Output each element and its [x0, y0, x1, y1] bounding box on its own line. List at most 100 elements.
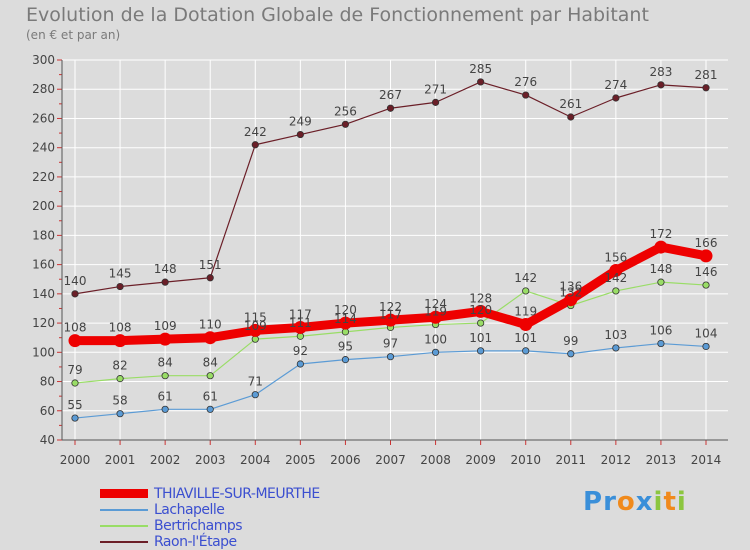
x-tick-label: 2001: [105, 453, 136, 467]
y-tick-label: 140: [32, 287, 55, 301]
data-label: 283: [649, 65, 672, 79]
data-label: 84: [203, 356, 218, 370]
data-point: [702, 84, 710, 92]
legend-item-bertrichamps: Bertrichamps: [100, 518, 400, 534]
data-point: [203, 331, 217, 345]
logo-letter: o: [616, 487, 636, 517]
data-point: [71, 290, 79, 298]
data-label: 111: [289, 316, 312, 330]
y-tick-label: 120: [32, 316, 55, 330]
data-label: 261: [559, 97, 582, 111]
data-label: 256: [334, 104, 357, 118]
legend-item-thiaville: THIAVILLE-SUR-MEURTHE: [100, 486, 400, 502]
data-point: [71, 379, 79, 387]
chart-subtitle: (en € et par an): [26, 28, 121, 42]
data-point: [384, 313, 397, 327]
data-point: [251, 391, 259, 399]
y-tick-label: 180: [32, 228, 55, 242]
data-label: 281: [695, 68, 718, 82]
data-point: [657, 339, 665, 348]
x-tick-label: 2011: [556, 453, 587, 467]
data-label: 148: [154, 262, 177, 276]
data-point: [699, 249, 713, 263]
data-point: [612, 287, 620, 295]
data-label: 120: [334, 303, 357, 317]
legend-swatch-thiaville: [100, 489, 148, 498]
data-point: [654, 240, 668, 254]
proxiti-logo: Proxiti: [583, 487, 687, 517]
data-label: 249: [289, 115, 312, 129]
chart-title: Evolution de la Dotation Globale de Fonc…: [26, 4, 649, 26]
legend-swatch-lachapelle: [100, 509, 148, 511]
data-label: 106: [649, 324, 672, 338]
data-label: 271: [424, 82, 447, 96]
data-label: 285: [469, 62, 492, 76]
data-point: [71, 414, 79, 422]
data-label: 92: [293, 344, 308, 358]
x-tick-label: 2003: [195, 453, 226, 467]
legend-label-bertrichamps: Bertrichamps: [154, 518, 243, 534]
data-label: 61: [203, 389, 218, 403]
data-point: [68, 334, 82, 348]
legend-swatch-raon: [100, 541, 148, 543]
data-point: [519, 318, 533, 332]
data-label: 119: [514, 305, 537, 319]
data-label: 274: [604, 78, 627, 92]
data-label: 99: [563, 334, 578, 348]
data-label: 114: [334, 312, 357, 326]
data-label: 117: [289, 307, 312, 321]
data-label: 148: [649, 262, 672, 276]
data-point: [296, 130, 304, 139]
data-point: [113, 334, 127, 348]
logo-letter: P: [583, 487, 604, 517]
data-label: 119: [424, 305, 447, 319]
data-label: 79: [67, 363, 82, 377]
data-point: [477, 78, 485, 86]
data-label: 71: [248, 375, 263, 389]
data-label: 142: [514, 271, 537, 285]
data-point: [341, 356, 350, 364]
x-tick-label: 2005: [285, 453, 316, 467]
data-point: [609, 263, 623, 277]
data-point: [702, 342, 710, 351]
data-label: 58: [112, 394, 127, 408]
data-label: 117: [379, 307, 402, 321]
data-label: 109: [244, 319, 267, 333]
data-label: 145: [109, 267, 132, 281]
data-label: 151: [199, 258, 222, 272]
data-label: 82: [112, 359, 127, 373]
data-point: [338, 316, 352, 330]
data-label: 276: [514, 75, 537, 89]
legend-label-thiaville: THIAVILLE-SUR-MEURTHE: [154, 486, 320, 502]
y-tick-label: 80: [40, 375, 55, 389]
data-label: 166: [695, 236, 718, 250]
data-label: 142: [604, 271, 627, 285]
data-label: 95: [338, 340, 353, 354]
data-point: [564, 293, 578, 307]
data-label: 115: [244, 310, 267, 324]
y-tick-label: 300: [32, 53, 55, 67]
y-tick-label: 200: [32, 199, 55, 213]
y-tick-label: 240: [32, 141, 55, 155]
data-point: [161, 278, 169, 286]
legend: THIAVILLE-SUR-MEURTHE Lachapelle Bertric…: [100, 486, 400, 550]
data-point: [341, 328, 350, 336]
data-point: [522, 91, 530, 99]
x-tick-label: 2004: [240, 453, 271, 467]
data-point: [431, 98, 440, 106]
data-point: [477, 347, 485, 355]
data-point: [206, 372, 214, 380]
data-label: 242: [244, 125, 267, 139]
data-label: 172: [649, 227, 672, 241]
data-point: [296, 360, 304, 368]
data-label: 132: [559, 286, 582, 300]
data-point: [341, 120, 350, 128]
data-label: 156: [604, 250, 627, 264]
data-label: 104: [695, 326, 718, 340]
data-point: [431, 348, 440, 356]
y-tick-label: 220: [32, 170, 55, 184]
x-tick-label: 2007: [375, 453, 406, 467]
data-label: 55: [67, 398, 82, 412]
data-label: 120: [469, 303, 492, 317]
data-point: [161, 405, 169, 413]
